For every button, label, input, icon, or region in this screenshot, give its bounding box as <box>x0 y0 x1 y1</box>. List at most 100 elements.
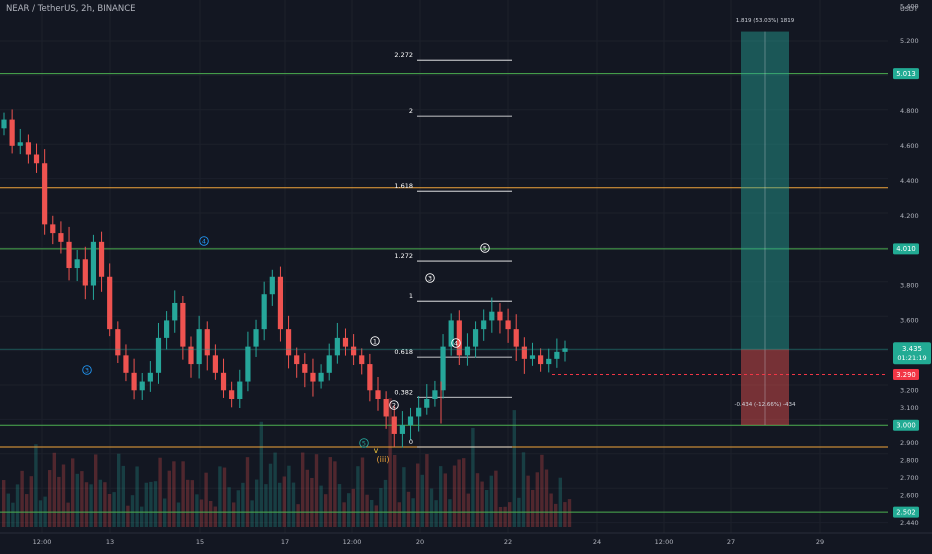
volume-bar <box>126 505 130 527</box>
volume-bar <box>549 493 553 527</box>
volume-bar <box>241 482 245 527</box>
wave-label-circle <box>389 400 399 410</box>
volume-bar <box>48 470 52 527</box>
volume-bar <box>153 481 158 527</box>
volume-bar <box>273 452 277 527</box>
price-level-badge-text: 2.502 <box>896 509 915 517</box>
volume-bar <box>337 484 342 527</box>
wave-label: 4 <box>199 236 209 246</box>
wave-label-text: 4 <box>454 339 458 347</box>
volume-bar <box>356 466 360 527</box>
volume-bar <box>489 475 493 527</box>
candle-body <box>554 351 560 359</box>
candle-body <box>115 329 121 356</box>
volume-bar <box>52 452 56 527</box>
volume-bar <box>158 457 162 527</box>
time-axis-tick: 20 <box>416 538 424 546</box>
volume-bar <box>264 484 268 527</box>
volume-bar <box>498 506 503 527</box>
price-level-badge <box>893 243 919 255</box>
price-axis-tick: 4.600 <box>900 142 919 150</box>
volume-bar <box>475 473 480 527</box>
volume-bar <box>130 495 135 527</box>
wave-label: 3 <box>82 365 92 375</box>
time-axis-tick: 27 <box>727 538 735 546</box>
volume-bar <box>512 410 516 527</box>
volume-bar <box>402 467 406 527</box>
candle-body <box>521 346 527 359</box>
volume-bar <box>535 472 539 527</box>
volume-bar <box>38 500 43 527</box>
candle-body <box>237 381 243 400</box>
volume-bar <box>227 487 231 527</box>
volume-bar <box>20 470 24 527</box>
candle-body <box>131 372 137 391</box>
current-price-badge <box>893 342 931 365</box>
volume-bar <box>71 458 75 527</box>
volume-bar <box>172 461 176 527</box>
wave-label: 4 <box>451 338 461 348</box>
price-axis-background <box>888 0 932 550</box>
candle-body <box>90 241 97 286</box>
price-level-badge-text: 3.290 <box>896 371 915 379</box>
volume-bar <box>328 457 332 527</box>
price-level-badge <box>893 369 919 381</box>
candle-body <box>375 390 381 400</box>
fib-level-label: 2 <box>409 107 413 115</box>
volume-bar <box>250 500 254 527</box>
candle-body <box>432 390 438 400</box>
volume-bar <box>204 472 208 527</box>
price-level-badge <box>893 506 919 518</box>
candle-body <box>9 119 15 146</box>
fibonacci-tool[interactable]: 2.272 2 1.618 1.272 1 0.618 0.382 0 <box>394 51 512 448</box>
volume-bar <box>66 502 70 527</box>
candle-body <box>253 329 259 347</box>
volume-bar <box>167 470 171 527</box>
wave-label: 1 <box>370 336 380 346</box>
wave-label-text: (iii) <box>377 455 390 464</box>
candle-body <box>82 259 88 286</box>
wave-label-circle <box>425 273 435 283</box>
candle-body <box>416 407 422 417</box>
candle-body <box>351 346 357 356</box>
wave-label-text: v <box>374 446 379 455</box>
volume-bar <box>563 502 567 527</box>
price-axis-tick: 2.440 <box>900 519 919 527</box>
volume-bar <box>379 488 383 527</box>
volume-bar <box>314 454 319 527</box>
volume-bar <box>365 494 369 527</box>
volume-bar <box>351 488 355 527</box>
candle-body <box>17 142 23 146</box>
price-axis-tick: 2.700 <box>900 474 919 482</box>
candle-body <box>98 241 105 277</box>
gridlines <box>0 0 888 533</box>
price-axis-tick: 3.800 <box>900 282 919 290</box>
volume-bar <box>163 498 167 527</box>
volume-bar <box>195 494 199 527</box>
candle-body <box>562 348 568 352</box>
volume-bar <box>544 469 549 527</box>
candle-body <box>383 399 389 417</box>
volume-bar <box>531 489 535 527</box>
fib-level-label: 0.382 <box>394 388 413 396</box>
candle-body <box>318 372 324 382</box>
price-axis-currency: USDT <box>900 5 918 13</box>
volume-bar <box>255 479 259 527</box>
volume-bar <box>452 465 457 527</box>
wave-label-circle <box>359 438 369 448</box>
volume-bar <box>526 475 530 527</box>
candle-body <box>50 224 56 234</box>
candle-body <box>66 241 72 269</box>
time-axis-tick: 22 <box>504 538 512 546</box>
position-target-label: 1.819 (53.03%) 1819 <box>736 18 795 24</box>
volume-bar <box>425 454 429 527</box>
volume-bar <box>480 481 484 527</box>
time-axis-tick: 12:00 <box>655 538 674 546</box>
volume-bar <box>291 482 296 527</box>
price-axis-tick: 3.200 <box>900 386 919 394</box>
volume-bar <box>2 480 6 527</box>
candle-body <box>172 302 178 321</box>
price-axis-tick: 5.400 <box>900 2 919 10</box>
